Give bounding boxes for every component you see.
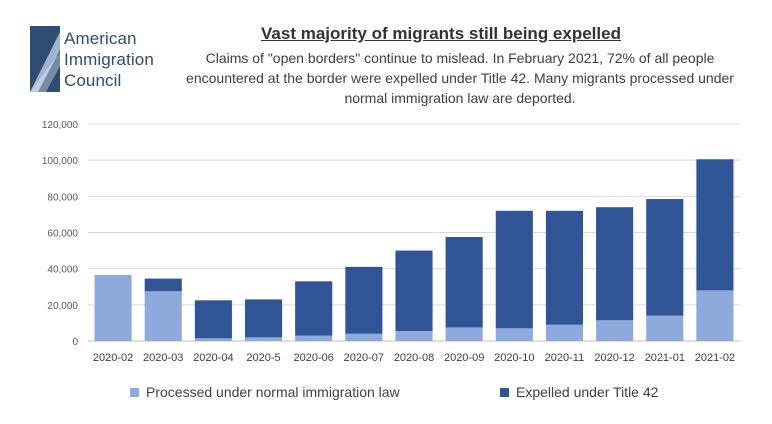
- bar-processed: [194, 338, 232, 341]
- legend-swatch-expelled: [500, 387, 509, 397]
- x-tick-label: 2020-11: [545, 352, 585, 364]
- x-tick-label: 2021-02: [695, 352, 735, 364]
- bar-processed: [395, 331, 433, 341]
- logo-text: American Immigration Council: [64, 28, 154, 91]
- bar-processed: [495, 328, 533, 341]
- x-tick-label: 2020-10: [494, 352, 534, 364]
- y-tick-label: 80,000: [47, 192, 78, 203]
- legend-item-processed: Processed under normal immigration law: [130, 384, 400, 400]
- legend-item-expelled: Expelled under Title 42: [500, 384, 658, 400]
- x-tick-label: 2020-06: [294, 352, 334, 364]
- bar-processed: [295, 335, 333, 341]
- logo-line-2: Immigration: [64, 50, 154, 69]
- x-tick-label: 2020-09: [444, 352, 484, 364]
- y-tick-label: 0: [72, 337, 78, 348]
- y-tick-label: 40,000: [47, 265, 78, 276]
- bar-expelled: [144, 278, 182, 292]
- y-tick-label: 120,000: [42, 120, 79, 131]
- chart-subtitle: Claims of "open borders" continue to mis…: [186, 50, 734, 106]
- bar-expelled: [295, 281, 333, 336]
- x-tick-label: 2020-03: [143, 352, 183, 364]
- stacked-bar-chart: 0 20,000 40,000 60,000 80,000 100,000 120,000 2…: [42, 120, 740, 364]
- x-tick-label: 2020-12: [594, 352, 634, 364]
- x-tick-label: 2021-01: [645, 352, 685, 364]
- x-tick-label: 2020-04: [193, 352, 233, 364]
- x-tick-label: 2020-08: [394, 352, 434, 364]
- bar-expelled: [345, 266, 383, 334]
- bar-expelled: [495, 210, 533, 329]
- bar-expelled: [545, 210, 584, 325]
- bar-expelled: [194, 300, 232, 339]
- y-tick-label: 100,000: [42, 156, 79, 167]
- bar-expelled: [596, 207, 634, 321]
- bar-processed: [696, 290, 734, 341]
- bar-processed: [345, 333, 383, 341]
- bar-expelled: [395, 250, 433, 332]
- x-tick-label: 2020-07: [344, 352, 384, 364]
- bar-expelled: [445, 237, 483, 328]
- legend-swatch-processed: [130, 387, 139, 397]
- x-tick-label: 2020-02: [93, 352, 133, 364]
- bar-expelled: [696, 159, 734, 291]
- y-tick-label: 20,000: [47, 301, 78, 312]
- y-tick-label: 60,000: [47, 229, 78, 240]
- bar-processed: [244, 337, 283, 341]
- chart-title: Vast majority of migrants still being ex…: [261, 24, 621, 43]
- bar-processed: [646, 315, 684, 341]
- logo: American Immigration Council: [30, 26, 180, 96]
- bar-processed: [596, 320, 634, 341]
- bar-processed: [445, 327, 483, 341]
- legend-label-expelled: Expelled under Title 42: [516, 384, 659, 400]
- bar-processed: [94, 274, 132, 341]
- bar-processed: [545, 324, 584, 341]
- legend-label-processed: Processed under normal immigration law: [146, 384, 400, 400]
- logo-line-3: Council: [64, 71, 122, 90]
- bar-processed: [144, 291, 182, 341]
- bar-expelled: [646, 199, 684, 316]
- bar-expelled: [244, 299, 283, 338]
- logo-mark-icon: [30, 26, 60, 92]
- x-tick-label: 2020-5: [246, 352, 280, 364]
- logo-line-1: American: [64, 29, 137, 48]
